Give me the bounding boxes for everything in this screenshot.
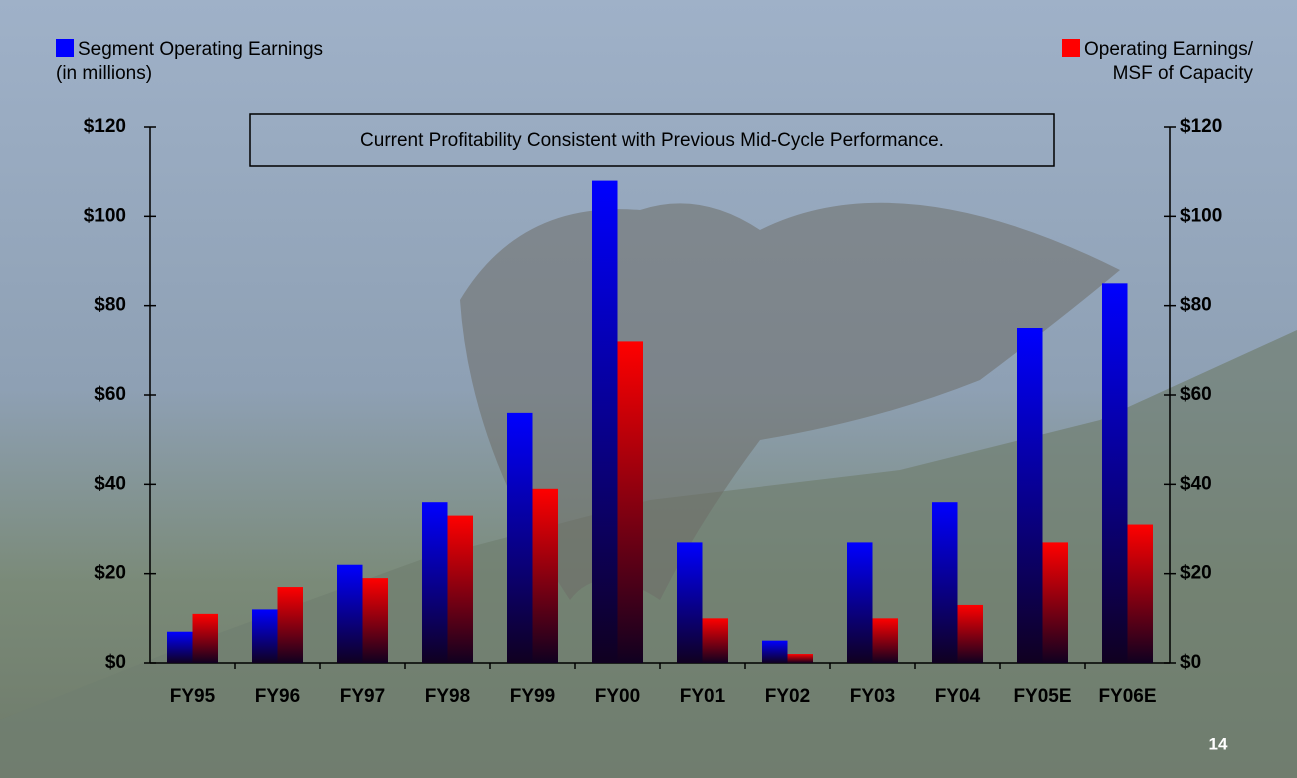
- legend-left: Segment Operating Earnings (in millions): [56, 38, 323, 86]
- x-tick-label: FY04: [935, 686, 981, 707]
- legend-label: Segment Operating Earnings (in millions): [56, 39, 324, 84]
- x-tick-label: FY02: [765, 686, 810, 707]
- y2-tick-label: $20: [1180, 563, 1212, 584]
- bar: [592, 180, 618, 663]
- x-tick-label: FY00: [595, 686, 640, 707]
- y-tick-label: $80: [94, 295, 126, 316]
- bar: [872, 618, 898, 663]
- legend-label: Operating Earnings/ MSF of Capacity: [1084, 39, 1253, 84]
- y2-tick-label: $0: [1180, 652, 1201, 673]
- legend-swatch: [1062, 39, 1080, 57]
- bar: [447, 515, 473, 663]
- annotation-box: [249, 113, 1055, 167]
- bar: [532, 488, 558, 663]
- bar: [507, 412, 533, 663]
- bar: [762, 640, 788, 663]
- legend-right: Operating Earnings/ MSF of Capacity: [1062, 38, 1253, 86]
- bar: [422, 502, 448, 663]
- bar: [192, 613, 218, 663]
- y-tick-label: $0: [105, 652, 126, 673]
- y-tick-label: $40: [94, 473, 126, 494]
- y2-tick-label: $120: [1180, 116, 1222, 137]
- page-number: 14: [1209, 734, 1228, 753]
- bar: [702, 618, 728, 663]
- y2-tick-label: $100: [1180, 205, 1222, 226]
- bar: [847, 542, 873, 663]
- bar: [1127, 524, 1153, 663]
- x-tick-label: FY97: [340, 686, 385, 707]
- x-tick-label: FY96: [255, 686, 300, 707]
- y-tick-label: $20: [94, 563, 126, 584]
- legend-swatch: [56, 39, 74, 57]
- bar: [167, 631, 193, 663]
- bar: [1102, 283, 1128, 663]
- annotation: Current Profitability Consistent with Pr…: [360, 130, 944, 151]
- bar: [617, 341, 643, 663]
- bar: [252, 609, 278, 663]
- x-tick-label: FY01: [680, 686, 726, 707]
- x-tick-label: FY06E: [1098, 686, 1156, 707]
- bar: [932, 502, 958, 663]
- y-tick-label: $100: [84, 205, 126, 226]
- x-tick-label: FY95: [170, 686, 216, 707]
- bar: [277, 587, 303, 663]
- bar: [1017, 328, 1043, 663]
- x-tick-label: FY98: [425, 686, 470, 707]
- y2-tick-label: $60: [1180, 384, 1212, 405]
- bar: [362, 578, 388, 663]
- bar: [677, 542, 703, 663]
- bar: [337, 564, 363, 663]
- x-tick-label: FY03: [850, 686, 895, 707]
- y2-tick-label: $40: [1180, 473, 1212, 494]
- x-tick-label: FY99: [510, 686, 555, 707]
- y-tick-label: $120: [84, 116, 126, 137]
- y-tick-label: $60: [94, 384, 126, 405]
- bar: [787, 654, 813, 663]
- x-tick-label: FY05E: [1013, 686, 1071, 707]
- y2-tick-label: $80: [1180, 295, 1212, 316]
- bar: [1042, 542, 1068, 663]
- bar: [957, 604, 983, 663]
